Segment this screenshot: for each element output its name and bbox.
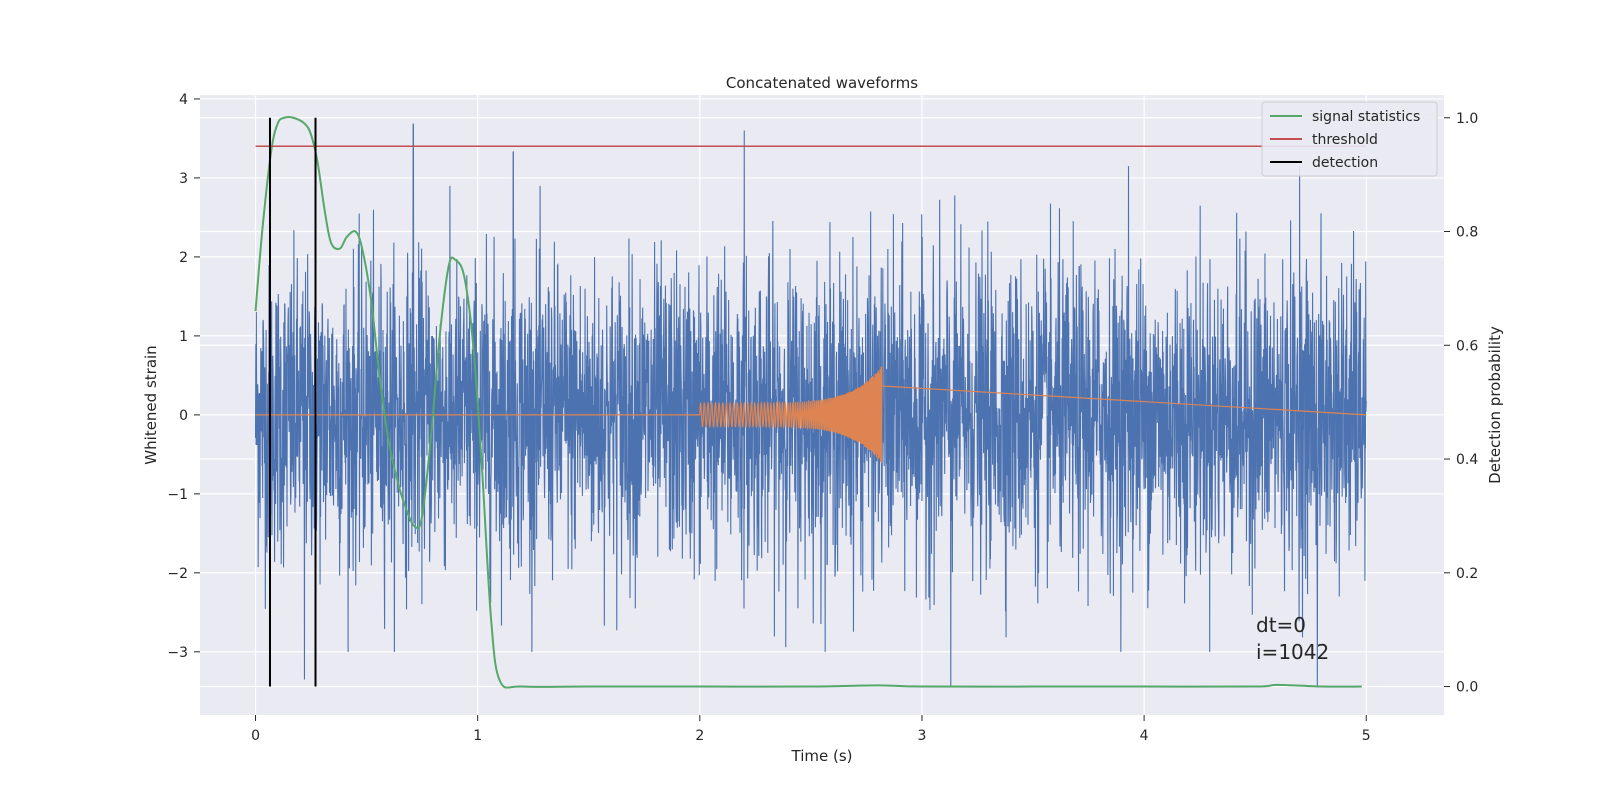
legend-box bbox=[1261, 101, 1438, 177]
y-axis-right-label: Detection probability bbox=[1486, 326, 1504, 484]
probability-series bbox=[254, 116, 1367, 689]
noise-line bbox=[254, 123, 1367, 688]
legend-label-signal-statistics: signal statistics bbox=[1312, 109, 1420, 125]
annotation-dt: dt=0 bbox=[1256, 613, 1306, 637]
x-tick-label: 5 bbox=[1362, 728, 1371, 744]
y-tick-label: 2 bbox=[179, 250, 188, 266]
x-tick-label: 3 bbox=[918, 728, 927, 744]
y-tick-label: −3 bbox=[167, 645, 188, 661]
x-tick-label: 2 bbox=[695, 728, 704, 744]
y-tick-label: 3 bbox=[179, 171, 188, 187]
y-tick-label: 0 bbox=[179, 408, 188, 424]
annotation-i: i=1042 bbox=[1256, 640, 1329, 664]
y-tick-label: 1 bbox=[179, 329, 188, 345]
y-tick-label: 4 bbox=[179, 92, 188, 108]
injection-line bbox=[255, 366, 1367, 464]
y-axis-label: Whitened strain bbox=[142, 345, 160, 464]
chart-title: Concatenated waveforms bbox=[726, 74, 918, 92]
x-tick-label: 1 bbox=[473, 728, 482, 744]
x-axis-label: Time (s) bbox=[791, 747, 853, 765]
y-right-tick-label: 0.8 bbox=[1456, 225, 1478, 241]
legend: signal statistics threshold detection bbox=[1261, 101, 1438, 177]
y-right-tick-label: 0.2 bbox=[1456, 566, 1478, 582]
ticks: 0 1 2 3 4 5 −3 −2 −1 0 1 2 3 4 0.0 0.2 0.4 0.6 0.8 1.0 bbox=[167, 92, 1478, 744]
injection-series bbox=[255, 366, 1367, 464]
y-right-tick-label: 0.6 bbox=[1456, 338, 1478, 354]
x-tick-label: 4 bbox=[1140, 728, 1149, 744]
y-right-tick-label: 1.0 bbox=[1456, 111, 1478, 127]
legend-label-detection: detection bbox=[1312, 155, 1378, 171]
y-right-tick-label: 0.0 bbox=[1456, 680, 1478, 696]
y-tick-label: −1 bbox=[167, 487, 188, 503]
x-tick-label: 0 bbox=[251, 728, 260, 744]
signal-statistics-line bbox=[254, 116, 1362, 689]
y-tick-label: −2 bbox=[167, 566, 188, 582]
noise-series bbox=[254, 123, 1367, 688]
y-right-tick-label: 0.4 bbox=[1456, 452, 1478, 468]
legend-label-threshold: threshold bbox=[1312, 132, 1378, 148]
